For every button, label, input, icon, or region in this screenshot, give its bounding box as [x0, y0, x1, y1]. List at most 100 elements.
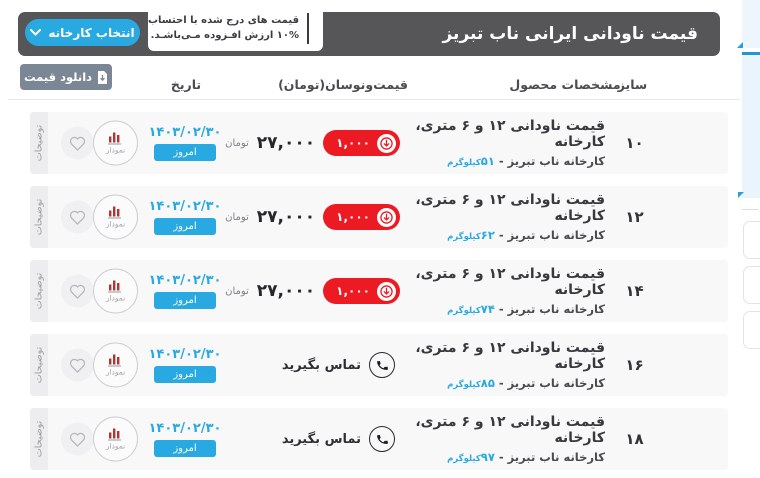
header-divider — [8, 99, 740, 100]
select-factory-button[interactable]: انتخاب کارخانه — [25, 19, 140, 46]
sidebar-fragment — [742, 52, 760, 198]
date-value: ۱۴۰۳/۰۲/۳۰ — [148, 347, 222, 362]
currency-label: تومان — [225, 285, 249, 297]
download-price-button[interactable]: دانلود قیمت — [20, 64, 112, 90]
product-subtitle: کارخانه ناب تبریز - ۵۱کیلوگرم — [447, 154, 605, 168]
chevron-down-icon — [30, 29, 42, 36]
product-title: قیمت ناودانی ۱۲ و ۶ متری، کارخانه — [415, 266, 605, 298]
price-cell: تومان ۲۷,۰۰۰ ۱,۰۰۰ — [225, 130, 400, 156]
product-cell: قیمت ناودانی ۱۲ و ۶ متری، کارخانه کارخان… — [360, 266, 605, 316]
favorite-button[interactable] — [61, 348, 94, 382]
price-cell: تومان ۲۷,۰۰۰ ۱,۰۰۰ — [225, 204, 400, 230]
heart-icon — [69, 358, 86, 373]
product-cell: قیمت ناودانی ۱۲ و ۶ متری، کارخانه کارخان… — [360, 414, 605, 464]
chart-icon — [108, 428, 121, 441]
details-tab[interactable]: توضیحات — [30, 260, 48, 322]
sidebar-button-fragment[interactable] — [743, 221, 760, 259]
favorite-button[interactable] — [61, 422, 94, 456]
heart-icon — [69, 432, 86, 447]
sidebar-button-fragment[interactable] — [743, 266, 760, 304]
arrow-down-circle-icon — [377, 133, 396, 153]
currency-label: تومان — [225, 137, 249, 149]
date-cell: ۱۴۰۳/۰۲/۳۰ امروز — [135, 273, 235, 309]
table-row: توضیحات نمودار ۱۴۰۳/۰۲/۳۰ امروز تومان ۲۷… — [30, 186, 728, 248]
price-value: ۲۷,۰۰۰ — [256, 207, 316, 227]
product-subtitle: کارخانه ناب تبریز - ۶۲کیلوگرم — [447, 228, 605, 242]
chart-icon — [108, 354, 121, 367]
date-value: ۱۴۰۳/۰۲/۳۰ — [148, 199, 222, 214]
today-badge: امروز — [154, 144, 216, 161]
product-title: قیمت ناودانی ۱۲ و ۶ متری، کارخانه — [415, 340, 605, 372]
date-cell: ۱۴۰۳/۰۲/۳۰ امروز — [135, 421, 235, 457]
download-icon — [98, 70, 108, 84]
favorite-button[interactable] — [61, 200, 94, 234]
heart-icon — [69, 136, 86, 151]
weight-value: ۷۴ — [480, 302, 495, 316]
phone-icon — [369, 426, 395, 452]
page-title: قیمت ناودانی ایرانی ناب تبریز — [442, 24, 698, 44]
size-value: ۱۲ — [625, 208, 644, 226]
column-header-price: قیمت‌ونوسان(تومان) — [278, 77, 408, 92]
call-for-price[interactable]: تماس بگیرید — [240, 352, 400, 378]
weight-value: ۵۱ — [480, 154, 495, 168]
arrow-down-circle-icon — [377, 281, 396, 301]
weight-value: ۶۲ — [480, 228, 495, 242]
favorite-button[interactable] — [61, 274, 94, 308]
price-change-badge: ۱,۰۰۰ — [323, 130, 400, 156]
product-title: قیمت ناودانی ۱۲ و ۶ متری، کارخانه — [415, 414, 605, 446]
details-tab[interactable]: توضیحات — [30, 186, 48, 248]
product-cell: قیمت ناودانی ۱۲ و ۶ متری، کارخانه کارخان… — [360, 192, 605, 242]
call-label: تماس بگیرید — [281, 431, 361, 447]
details-tab[interactable]: توضیحات — [30, 408, 48, 470]
product-subtitle: کارخانه ناب تبریز - ۷۴کیلوگرم — [447, 302, 605, 316]
sidebar-fragment — [742, 0, 760, 48]
price-cell: تومان ۲۷,۰۰۰ ۱,۰۰۰ — [225, 278, 400, 304]
table-row: توضیحات نمودار ۱۴۰۳/۰۲/۳۰ امروز تماس بگی… — [30, 408, 728, 470]
weight-value: ۸۵ — [480, 376, 495, 390]
date-cell: ۱۴۰۳/۰۲/۳۰ امروز — [135, 347, 235, 383]
chart-button[interactable]: نمودار — [93, 268, 138, 314]
chart-icon — [108, 206, 121, 219]
table-row: توضیحات نمودار ۱۴۰۳/۰۲/۳۰ امروز تماس بگی… — [30, 334, 728, 396]
price-change-badge: ۱,۰۰۰ — [323, 278, 400, 304]
product-subtitle: کارخانه ناب تبریز - ۸۵کیلوگرم — [447, 376, 605, 390]
chart-icon — [108, 280, 121, 293]
date-value: ۱۴۰۳/۰۲/۳۰ — [148, 125, 222, 140]
size-value: ۱۰ — [625, 134, 644, 152]
resize-arrow-icon — [738, 192, 744, 198]
chart-icon — [108, 132, 121, 145]
column-header-size: سایز — [617, 77, 648, 92]
details-tab[interactable]: توضیحات — [30, 334, 48, 396]
arrow-down-circle-icon — [377, 207, 396, 227]
call-label: تماس بگیرید — [281, 357, 361, 373]
favorite-button[interactable] — [61, 126, 94, 160]
product-title: قیمت ناودانی ۱۲ و ۶ متری، کارخانه — [415, 118, 605, 150]
price-value: ۲۷,۰۰۰ — [256, 281, 316, 301]
heart-icon — [69, 284, 86, 299]
date-cell: ۱۴۰۳/۰۲/۳۰ امروز — [135, 125, 235, 161]
today-badge: امروز — [154, 218, 216, 235]
date-cell: ۱۴۰۳/۰۲/۳۰ امروز — [135, 199, 235, 235]
size-value: ۱۶ — [625, 356, 644, 374]
chart-button[interactable]: نمودار — [93, 120, 138, 166]
resize-arrow-icon — [737, 42, 743, 48]
details-tab[interactable]: توضیحات — [30, 112, 48, 174]
vat-info-text: قیمت های درج شده با احتساب ۱۰% ارزش افـز… — [148, 12, 309, 44]
price-change-badge: ۱,۰۰۰ — [323, 204, 400, 230]
today-badge: امروز — [154, 366, 216, 383]
column-header-date: تاریخ — [170, 77, 202, 92]
sidebar-button-fragment[interactable] — [743, 311, 760, 349]
currency-label: تومان — [225, 211, 249, 223]
product-title: قیمت ناودانی ۱۲ و ۶ متری، کارخانه — [415, 192, 605, 224]
column-header-product: مشخصات محصول — [509, 77, 621, 92]
chart-button[interactable]: نمودار — [93, 416, 138, 462]
sidebar-divider — [742, 209, 758, 210]
call-for-price[interactable]: تماس بگیرید — [240, 426, 400, 452]
heart-icon — [69, 210, 86, 225]
phone-icon — [369, 352, 395, 378]
chart-button[interactable]: نمودار — [93, 194, 138, 240]
chart-button[interactable]: نمودار — [93, 342, 138, 388]
size-value: ۱۸ — [625, 430, 644, 448]
product-cell: قیمت ناودانی ۱۲ و ۶ متری، کارخانه کارخان… — [360, 118, 605, 168]
